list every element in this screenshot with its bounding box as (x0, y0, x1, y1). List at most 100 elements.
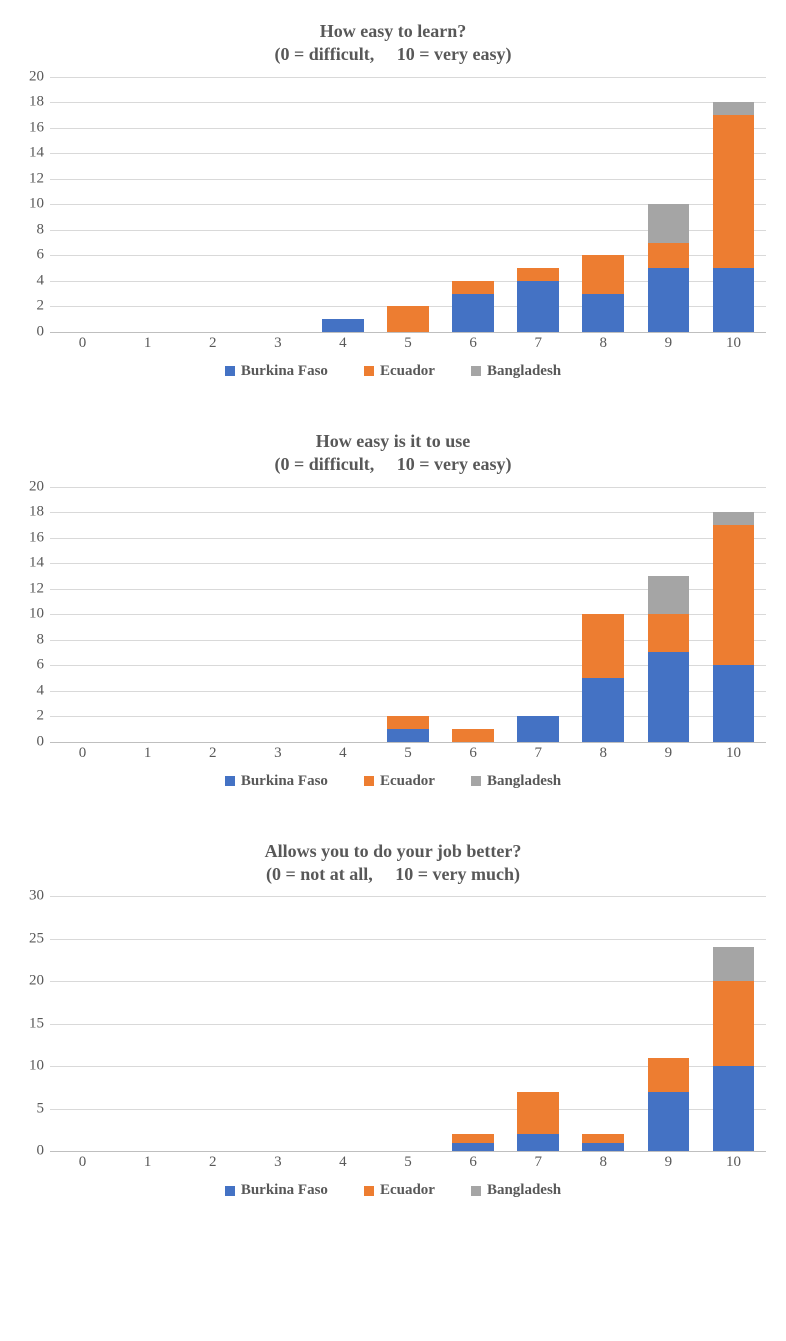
y-tick-label: 14 (10, 145, 44, 162)
y-tick-label: 20 (10, 973, 44, 990)
bar-segment-ecuador (582, 255, 624, 293)
bar-slot (636, 896, 701, 1151)
y-tick-label: 16 (10, 119, 44, 136)
bar-segment-ecuador (648, 1058, 690, 1092)
y-tick-label: 0 (10, 323, 44, 340)
bar-segment-bangladesh (713, 512, 755, 525)
x-tick-label: 4 (310, 335, 375, 357)
legend-item-ecuador: Ecuador (364, 363, 435, 380)
bar-segment-ecuador (713, 525, 755, 665)
y-tick-label: 16 (10, 529, 44, 546)
y-tick-label: 20 (10, 478, 44, 495)
plot-region: 02468101214161820 (50, 77, 766, 333)
y-tick-label: 25 (10, 930, 44, 947)
bar-segment-burkina (713, 665, 755, 741)
bar-slot (245, 77, 310, 332)
bar-stack (387, 716, 429, 742)
x-tick-label: 5 (375, 335, 440, 357)
legend-label: Burkina Faso (241, 363, 328, 380)
x-tick-label: 2 (180, 335, 245, 357)
chart-area: 02468101214161820012345678910 (50, 487, 766, 767)
bar-segment-ecuador (452, 281, 494, 294)
legend-item-bangladesh: Bangladesh (471, 773, 561, 790)
bar-stack (713, 512, 755, 742)
bar-segment-burkina (713, 1066, 755, 1151)
bar-slot (506, 896, 571, 1151)
y-tick-label: 6 (10, 247, 44, 264)
x-tick-label: 6 (441, 1154, 506, 1176)
x-tick-label: 1 (115, 745, 180, 767)
legend-item-burkina: Burkina Faso (225, 773, 328, 790)
plot-region: 02468101214161820 (50, 487, 766, 743)
bar-slot (115, 77, 180, 332)
bar-slot (701, 487, 766, 742)
chart-block-1: How easy is it to use (0 = difficult, 10… (10, 430, 776, 790)
legend-label: Bangladesh (487, 773, 561, 790)
legend-label: Ecuador (380, 773, 435, 790)
bar-stack (322, 319, 364, 332)
x-tick-label: 9 (636, 745, 701, 767)
bar-stack (713, 102, 755, 332)
bar-slot (245, 896, 310, 1151)
x-tick-label: 7 (506, 745, 571, 767)
bar-segment-burkina (582, 678, 624, 742)
legend-swatch (471, 776, 481, 786)
legend-label: Bangladesh (487, 363, 561, 380)
legend-label: Ecuador (380, 363, 435, 380)
y-tick-label: 14 (10, 555, 44, 572)
x-tick-label: 4 (310, 1154, 375, 1176)
bars-container (50, 896, 766, 1151)
bar-slot (506, 487, 571, 742)
legend-label: Burkina Faso (241, 773, 328, 790)
x-tick-label: 5 (375, 1154, 440, 1176)
y-tick-label: 0 (10, 733, 44, 750)
legend-swatch (364, 1186, 374, 1196)
x-tick-label: 3 (245, 335, 310, 357)
bar-segment-ecuador (713, 115, 755, 268)
x-tick-label: 2 (180, 1154, 245, 1176)
x-tick-label: 8 (571, 1154, 636, 1176)
bar-slot (636, 487, 701, 742)
bar-segment-burkina (648, 1092, 690, 1152)
bar-segment-ecuador (582, 1134, 624, 1143)
bar-stack (582, 1134, 624, 1151)
bars-container (50, 487, 766, 742)
bar-slot (701, 77, 766, 332)
bar-stack (517, 268, 559, 332)
x-tick-label: 6 (441, 745, 506, 767)
bar-segment-burkina (648, 268, 690, 332)
y-tick-label: 6 (10, 657, 44, 674)
legend-label: Bangladesh (487, 1182, 561, 1199)
bar-slot (506, 77, 571, 332)
x-tick-label: 10 (701, 335, 766, 357)
x-tick-label: 8 (571, 335, 636, 357)
bar-stack (582, 255, 624, 332)
bar-segment-burkina (582, 294, 624, 332)
y-tick-label: 20 (10, 68, 44, 85)
bar-slot (375, 77, 440, 332)
legend-item-bangladesh: Bangladesh (471, 1182, 561, 1199)
bar-segment-burkina (452, 1143, 494, 1152)
bar-segment-ecuador (648, 243, 690, 269)
bar-segment-ecuador (387, 716, 429, 729)
bar-slot (115, 487, 180, 742)
x-axis-labels: 012345678910 (50, 1154, 766, 1176)
x-tick-label: 1 (115, 335, 180, 357)
chart-legend: Burkina FasoEcuadorBangladesh (10, 1182, 776, 1199)
bar-slot (310, 896, 375, 1151)
x-axis-labels: 012345678910 (50, 335, 766, 357)
bar-segment-ecuador (517, 1092, 559, 1135)
chart-block-0: How easy to learn? (0 = difficult, 10 = … (10, 20, 776, 380)
bar-stack (387, 306, 429, 332)
y-tick-label: 8 (10, 631, 44, 648)
x-tick-label: 7 (506, 1154, 571, 1176)
y-tick-label: 2 (10, 298, 44, 315)
bar-segment-bangladesh (713, 102, 755, 115)
bar-slot (180, 77, 245, 332)
bar-stack (517, 1092, 559, 1152)
legend-swatch (471, 366, 481, 376)
bar-segment-ecuador (387, 306, 429, 332)
bar-segment-burkina (452, 294, 494, 332)
bar-segment-burkina (387, 729, 429, 742)
y-tick-label: 4 (10, 272, 44, 289)
